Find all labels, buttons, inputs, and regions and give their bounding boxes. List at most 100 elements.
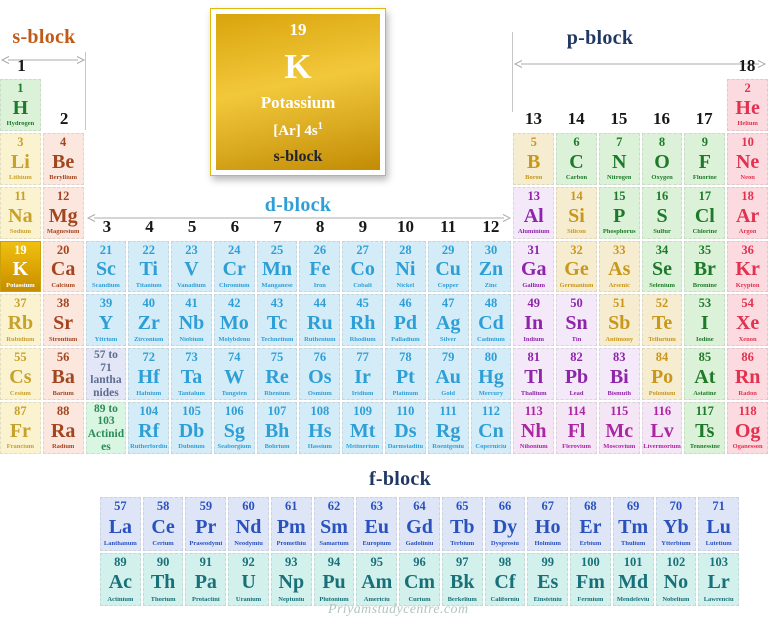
element-name: Seaborgium <box>217 444 252 451</box>
element-name: Nihonium <box>519 444 548 451</box>
atomic-number: 20 <box>56 242 70 257</box>
element-symbol: Hs <box>308 420 332 443</box>
group-header-11: 11 <box>440 217 457 236</box>
element-symbol: Li <box>10 150 30 173</box>
element-cell-K: 19 K Potassium <box>0 240 41 293</box>
s-block-boundary-line <box>85 52 86 130</box>
element-symbol: Fr <box>9 420 31 443</box>
element-name: Meitnerium <box>346 444 380 451</box>
group-header-10: 10 <box>397 217 414 236</box>
element-symbol: Ne <box>735 150 760 173</box>
element-name: Helium <box>737 121 758 128</box>
element-symbol: Pt <box>395 366 415 389</box>
atomic-number: 105 <box>182 404 201 419</box>
atomic-number: 75 <box>270 350 284 365</box>
element-name: Rhodium <box>349 336 376 343</box>
atomic-number: 57 <box>114 499 127 513</box>
atomic-number: 79 <box>441 350 455 365</box>
element-cell-He: 2 He Helium <box>727 79 768 131</box>
group-header-3: 3 <box>102 217 112 236</box>
element-symbol: Pd <box>393 312 418 335</box>
atomic-number: 7 <box>616 134 623 149</box>
element-cell-Og: 118 Og Oganesson <box>727 402 768 454</box>
element-symbol: Ir <box>354 366 371 389</box>
element-cell-Cm: 96 Cm Curium <box>399 552 440 606</box>
element-name: Rubidium <box>6 336 35 343</box>
element-cell-Si: 14 Si Silicon <box>556 186 597 239</box>
element-symbol: Ta <box>180 366 203 389</box>
element-cell-Gd: 64 Gd Gadoliniu <box>399 497 440 551</box>
element-cell-Pd: 46 Pd Palladium <box>385 294 426 347</box>
element-cell-Nd: 60 Nd Neodymiu <box>228 497 269 551</box>
element-cell-At: 85 At Astatine <box>684 348 726 401</box>
placeholder-cell: 89 to 103 Actinides <box>85 402 127 454</box>
atomic-number: 110 <box>396 404 415 419</box>
element-symbol: Pr <box>195 515 217 538</box>
element-cell-Nb: 41 Nb Niobium <box>171 294 212 347</box>
element-name: Terbium <box>450 541 475 547</box>
element-symbol: Mn <box>262 258 293 281</box>
group-header-17: 17 <box>695 109 713 128</box>
element-symbol: Ag <box>435 312 461 335</box>
element-symbol: Ga <box>520 258 547 281</box>
atomic-number: 80 <box>484 350 498 365</box>
atomic-number: 59 <box>199 499 213 513</box>
element-symbol: Zr <box>137 312 160 335</box>
element-cell-Yb: 70 Yb Ytterbium <box>655 497 697 551</box>
atomic-number: 39 <box>99 296 113 311</box>
element-name: Hassium <box>307 444 332 451</box>
element-cell-No: 102 No Nobelium <box>655 552 697 606</box>
element-cell-Na: 11 Na Sodium <box>0 186 41 239</box>
atomic-number: 95 <box>370 554 384 569</box>
element-cell-Pb: 82 Pb Lead <box>556 348 597 401</box>
group-header-16: 16 <box>653 109 670 128</box>
atomic-number: 68 <box>584 499 597 513</box>
atomic-number: 114 <box>567 404 586 419</box>
d-block-label: d-block <box>264 194 332 216</box>
element-cell-Ra: 88 Ra Radium <box>42 402 84 454</box>
element-name: Cadmium <box>477 336 505 343</box>
element-cell-As: 33 As Arsenic <box>598 240 640 293</box>
element-symbol: Eu <box>364 515 389 538</box>
element-symbol: Bk <box>449 571 475 594</box>
element-cell-Bh: 107 Bh Bohrium <box>256 402 298 454</box>
element-symbol: Ts <box>695 420 715 443</box>
d-block-span-arrow-icon <box>86 210 512 222</box>
element-cell-Hf: 72 Hf Hafnium <box>128 348 170 401</box>
atomic-number: 64 <box>413 499 426 513</box>
element-symbol: Yb <box>663 515 689 538</box>
element-cell-Pu: 94 Pu Plutonium <box>313 552 355 606</box>
atomic-number: 17 <box>698 188 712 203</box>
element-name: Promethiu <box>276 541 307 547</box>
atomic-number: 69 <box>626 499 640 513</box>
element-name: Germanium <box>559 282 594 289</box>
atomic-number: 31 <box>527 242 540 257</box>
element-symbol: Rn <box>734 366 761 389</box>
atomic-number: 62 <box>327 499 341 513</box>
element-name: Calcium <box>51 282 75 289</box>
atomic-number: 42 <box>228 296 241 311</box>
element-name: Rutherfordiu <box>130 444 168 451</box>
element-symbol: No <box>663 571 689 594</box>
element-symbol: F <box>698 150 711 173</box>
atomic-number: 2 <box>744 81 751 95</box>
atomic-number: 73 <box>185 350 198 365</box>
element-name: Lanthanum <box>103 541 137 547</box>
element-symbol: Es <box>537 571 559 594</box>
s-block-label: s-block <box>12 26 76 48</box>
atomic-number: 61 <box>285 499 298 513</box>
element-name: Yttrium <box>94 336 118 343</box>
element-symbol: Ni <box>395 258 416 281</box>
element-cell-Zn: 30 Zn Zinc <box>470 240 512 293</box>
element-name: Erbium <box>579 541 602 547</box>
element-cell-U: 92 U Uranium <box>228 552 269 606</box>
element-name: Indium <box>523 336 545 343</box>
element-cell-Ru: 44 Ru Ruthenium <box>299 294 341 347</box>
atomic-number: 104 <box>139 404 159 419</box>
element-name: Sulfur <box>653 229 671 236</box>
element-name: Moscovium <box>603 444 636 451</box>
element-name: Nickel <box>396 282 415 289</box>
element-cell-Am: 95 Am Americiu <box>356 552 398 606</box>
atomic-number: 37 <box>14 296 27 311</box>
element-symbol: In <box>524 312 544 335</box>
